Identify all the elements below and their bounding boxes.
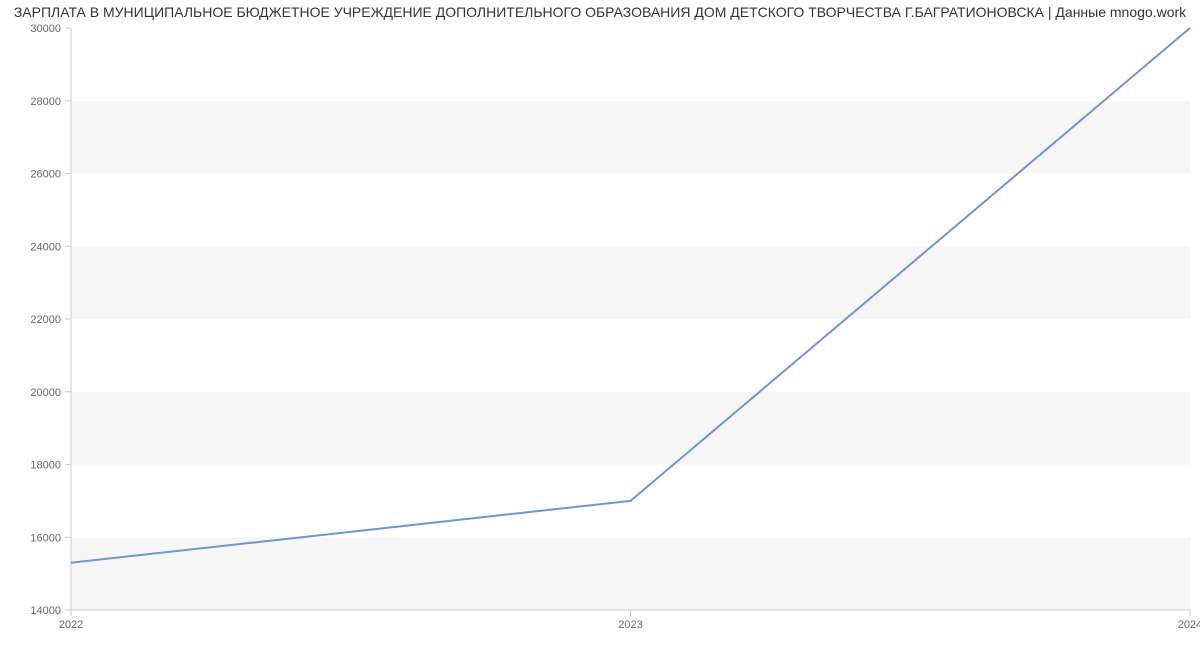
svg-text:2022: 2022 [59, 619, 83, 631]
svg-text:30000: 30000 [30, 23, 61, 35]
svg-text:26000: 26000 [30, 169, 61, 181]
svg-text:28000: 28000 [30, 96, 61, 108]
svg-text:2023: 2023 [618, 619, 642, 631]
svg-text:18000: 18000 [30, 460, 61, 472]
svg-text:14000: 14000 [30, 605, 61, 617]
svg-text:22000: 22000 [30, 314, 61, 326]
line-chart: 14000 16000 18000 20000 22000 24000 26000 28000… [0, 0, 1200, 650]
svg-text:24000: 24000 [30, 241, 61, 253]
chart-container: ЗАРПЛАТА В МУНИЦИПАЛЬНОЕ БЮДЖЕТНОЕ УЧРЕЖ… [0, 0, 1200, 650]
svg-text:16000: 16000 [30, 532, 61, 544]
svg-text:20000: 20000 [30, 387, 61, 399]
svg-text:2024: 2024 [1178, 619, 1200, 631]
